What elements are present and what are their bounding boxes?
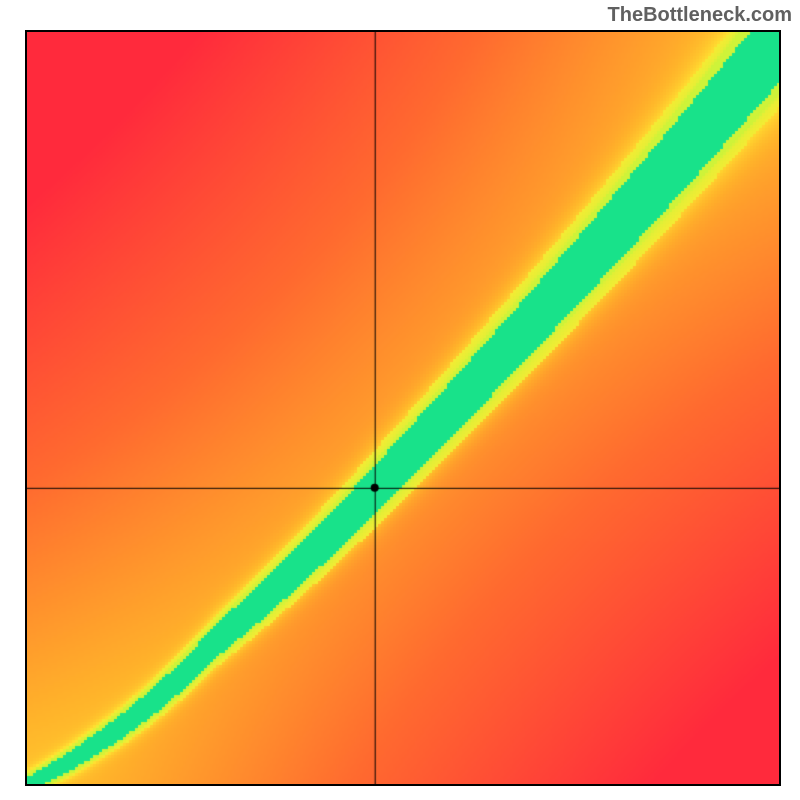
chart-container: TheBottleneck.com: [0, 0, 800, 800]
bottleneck-heatmap: [25, 30, 781, 786]
watermark-text: TheBottleneck.com: [608, 4, 792, 27]
